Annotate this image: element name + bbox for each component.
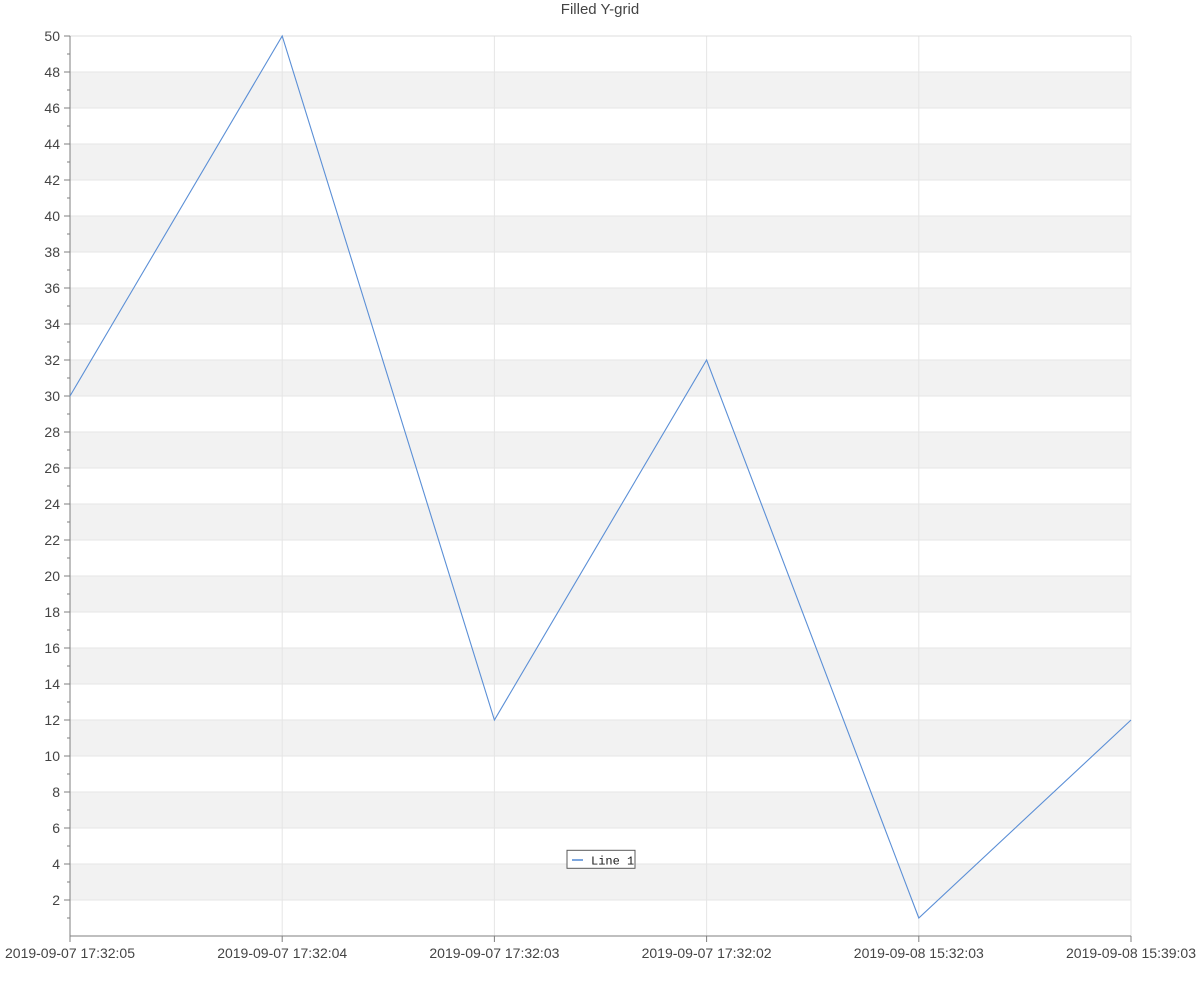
svg-text:38: 38 bbox=[44, 244, 60, 260]
svg-text:2019-09-07 17:32:02: 2019-09-07 17:32:02 bbox=[642, 945, 772, 961]
svg-text:14: 14 bbox=[44, 676, 60, 692]
svg-text:10: 10 bbox=[44, 748, 60, 764]
svg-text:16: 16 bbox=[44, 640, 60, 656]
svg-text:2: 2 bbox=[52, 892, 60, 908]
svg-text:26: 26 bbox=[44, 460, 60, 476]
svg-text:42: 42 bbox=[44, 172, 60, 188]
svg-text:34: 34 bbox=[44, 316, 60, 332]
svg-text:44: 44 bbox=[44, 136, 60, 152]
svg-text:2019-09-07 17:32:03: 2019-09-07 17:32:03 bbox=[429, 945, 559, 961]
svg-text:24: 24 bbox=[44, 496, 60, 512]
svg-text:22: 22 bbox=[44, 532, 60, 548]
svg-text:32: 32 bbox=[44, 352, 60, 368]
svg-text:12: 12 bbox=[44, 712, 60, 728]
svg-text:18: 18 bbox=[44, 604, 60, 620]
svg-text:2019-09-07 17:32:04: 2019-09-07 17:32:04 bbox=[217, 945, 347, 961]
svg-text:2019-09-07 17:32:05: 2019-09-07 17:32:05 bbox=[5, 945, 135, 961]
svg-text:2019-09-08 15:32:03: 2019-09-08 15:32:03 bbox=[854, 945, 984, 961]
svg-text:Line 1: Line 1 bbox=[591, 855, 634, 869]
svg-text:50: 50 bbox=[44, 28, 60, 44]
svg-text:40: 40 bbox=[44, 208, 60, 224]
svg-text:6: 6 bbox=[52, 820, 60, 836]
svg-text:8: 8 bbox=[52, 784, 60, 800]
svg-text:2019-09-08 15:39:03: 2019-09-08 15:39:03 bbox=[1066, 945, 1196, 961]
svg-text:20: 20 bbox=[44, 568, 60, 584]
svg-text:28: 28 bbox=[44, 424, 60, 440]
svg-text:46: 46 bbox=[44, 100, 60, 116]
svg-text:48: 48 bbox=[44, 64, 60, 80]
svg-text:36: 36 bbox=[44, 280, 60, 296]
svg-text:30: 30 bbox=[44, 388, 60, 404]
svg-text:4: 4 bbox=[52, 856, 60, 872]
